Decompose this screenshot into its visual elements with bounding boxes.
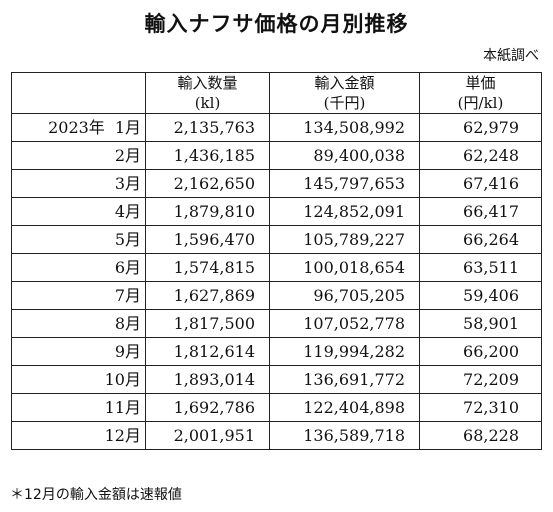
quantity-cell: 1,574,815: [145, 253, 270, 282]
month-cell: 2023年 1月: [11, 113, 146, 142]
price-cell: 66,200: [419, 337, 542, 366]
month-label: 4月: [114, 202, 141, 221]
page-title: 輸入ナフサ価格の月別推移: [144, 12, 409, 36]
table-row: 8月 1,817,500 107,052,778 58,901: [11, 309, 542, 338]
quantity-cell: 1,893,014: [145, 365, 270, 394]
table-row: 9月 1,812,614 119,994,282 66,200: [11, 337, 542, 366]
month-label: 12月: [104, 426, 141, 445]
amount-cell: 122,404,898: [269, 393, 420, 422]
amount-cell: 145,797,653: [269, 169, 420, 198]
price-cell: 62,979: [419, 113, 542, 142]
header-quantity-unit: (kl): [194, 94, 221, 112]
header-price-label: 単価: [465, 74, 496, 92]
month-label: 7月: [114, 286, 141, 305]
table-row: 5月 1,596,470 105,789,227 66,264: [11, 225, 542, 254]
price-cell: 72,209: [419, 365, 542, 394]
amount-cell: 134,508,992: [269, 113, 420, 142]
month-cell: 7月: [11, 281, 146, 310]
quantity-cell: 1,596,470: [145, 225, 270, 254]
price-cell: 67,416: [419, 169, 542, 198]
table-body: 2023年 1月 2,135,763 134,508,992 62,979 2月 1,436…: [11, 113, 542, 450]
month-cell: 8月: [11, 309, 146, 338]
amount-cell: 100,018,654: [269, 253, 420, 282]
month-cell: 9月: [11, 337, 146, 366]
header-quantity-label: 輸入数量: [177, 74, 238, 92]
price-cell: 63,511: [419, 253, 542, 282]
month-cell: 6月: [11, 253, 146, 282]
month-label: 2月: [114, 146, 141, 165]
header-blank-cell: [11, 72, 146, 114]
amount-cell: 89,400,038: [269, 141, 420, 170]
table-row: 2023年 1月 2,135,763 134,508,992 62,979: [11, 113, 542, 142]
month-cell: 2月: [11, 141, 146, 170]
price-cell: 72,310: [419, 393, 542, 422]
table-row: 11月 1,692,786 122,404,898 72,310: [11, 393, 542, 422]
price-cell: 66,417: [419, 197, 542, 226]
quantity-cell: 1,436,185: [145, 141, 270, 170]
header-amount: 輸入金額 (千円): [269, 72, 420, 114]
header-price-unit: (円/kl): [457, 94, 504, 112]
month-cell: 10月: [11, 365, 146, 394]
month-label: 8月: [114, 314, 141, 333]
header-amount-label: 輸入金額: [314, 74, 375, 92]
table-row: 3月 2,162,650 145,797,653 67,416: [11, 169, 542, 198]
amount-cell: 124,852,091: [269, 197, 420, 226]
month-cell: 4月: [11, 197, 146, 226]
table-row: 6月 1,574,815 100,018,654 63,511: [11, 253, 542, 282]
quantity-cell: 1,817,500: [145, 309, 270, 338]
table-row: 2月 1,436,185 89,400,038 62,248: [11, 141, 542, 170]
month-label: 3月: [114, 174, 141, 193]
price-cell: 58,901: [419, 309, 542, 338]
header-quantity: 輸入数量 (kl): [145, 72, 270, 114]
table-row: 10月 1,893,014 136,691,772 72,209: [11, 365, 542, 394]
table-row: 12月 2,001,951 136,589,718 68,228: [11, 421, 542, 450]
year-label: 2023年: [48, 118, 105, 137]
footnote: ＊12月の輸入金額は速報値: [10, 487, 182, 503]
month-cell: 3月: [11, 169, 146, 198]
amount-cell: 119,994,282: [269, 337, 420, 366]
table-row: 7月 1,627,869 96,705,205 59,406: [11, 281, 542, 310]
price-cell: 62,248: [419, 141, 542, 170]
amount-cell: 96,705,205: [269, 281, 420, 310]
amount-cell: 136,589,718: [269, 421, 420, 450]
quantity-cell: 2,001,951: [145, 421, 270, 450]
price-cell: 59,406: [419, 281, 542, 310]
amount-cell: 105,789,227: [269, 225, 420, 254]
month-label: 11月: [104, 398, 141, 417]
quantity-cell: 1,692,786: [145, 393, 270, 422]
month-label: 10月: [104, 370, 141, 389]
header-amount-unit: (千円): [323, 94, 366, 112]
amount-cell: 136,691,772: [269, 365, 420, 394]
month-cell: 5月: [11, 225, 146, 254]
naphtha-price-table: 輸入数量 (kl) 輸入金額 (千円) 単価 (円/kl) 2023年 1月 2,1…: [11, 72, 542, 450]
amount-cell: 107,052,778: [269, 309, 420, 338]
quantity-cell: 1,879,810: [145, 197, 270, 226]
quantity-cell: 1,812,614: [145, 337, 270, 366]
quantity-cell: 2,135,763: [145, 113, 270, 142]
month-label: 5月: [114, 230, 141, 249]
quantity-cell: 1,627,869: [145, 281, 270, 310]
price-cell: 66,264: [419, 225, 542, 254]
quantity-cell: 2,162,650: [145, 169, 270, 198]
month-label: 1月: [114, 118, 141, 137]
table-row: 4月 1,879,810 124,852,091 66,417: [11, 197, 542, 226]
month-cell: 11月: [11, 393, 146, 422]
price-cell: 68,228: [419, 421, 542, 450]
month-cell: 12月: [11, 421, 146, 450]
source-label: 本紙調べ: [483, 48, 539, 64]
month-label: 6月: [114, 258, 141, 277]
month-label: 9月: [114, 342, 141, 361]
table-header-row: 輸入数量 (kl) 輸入金額 (千円) 単価 (円/kl): [11, 72, 542, 114]
header-price: 単価 (円/kl): [419, 72, 542, 114]
